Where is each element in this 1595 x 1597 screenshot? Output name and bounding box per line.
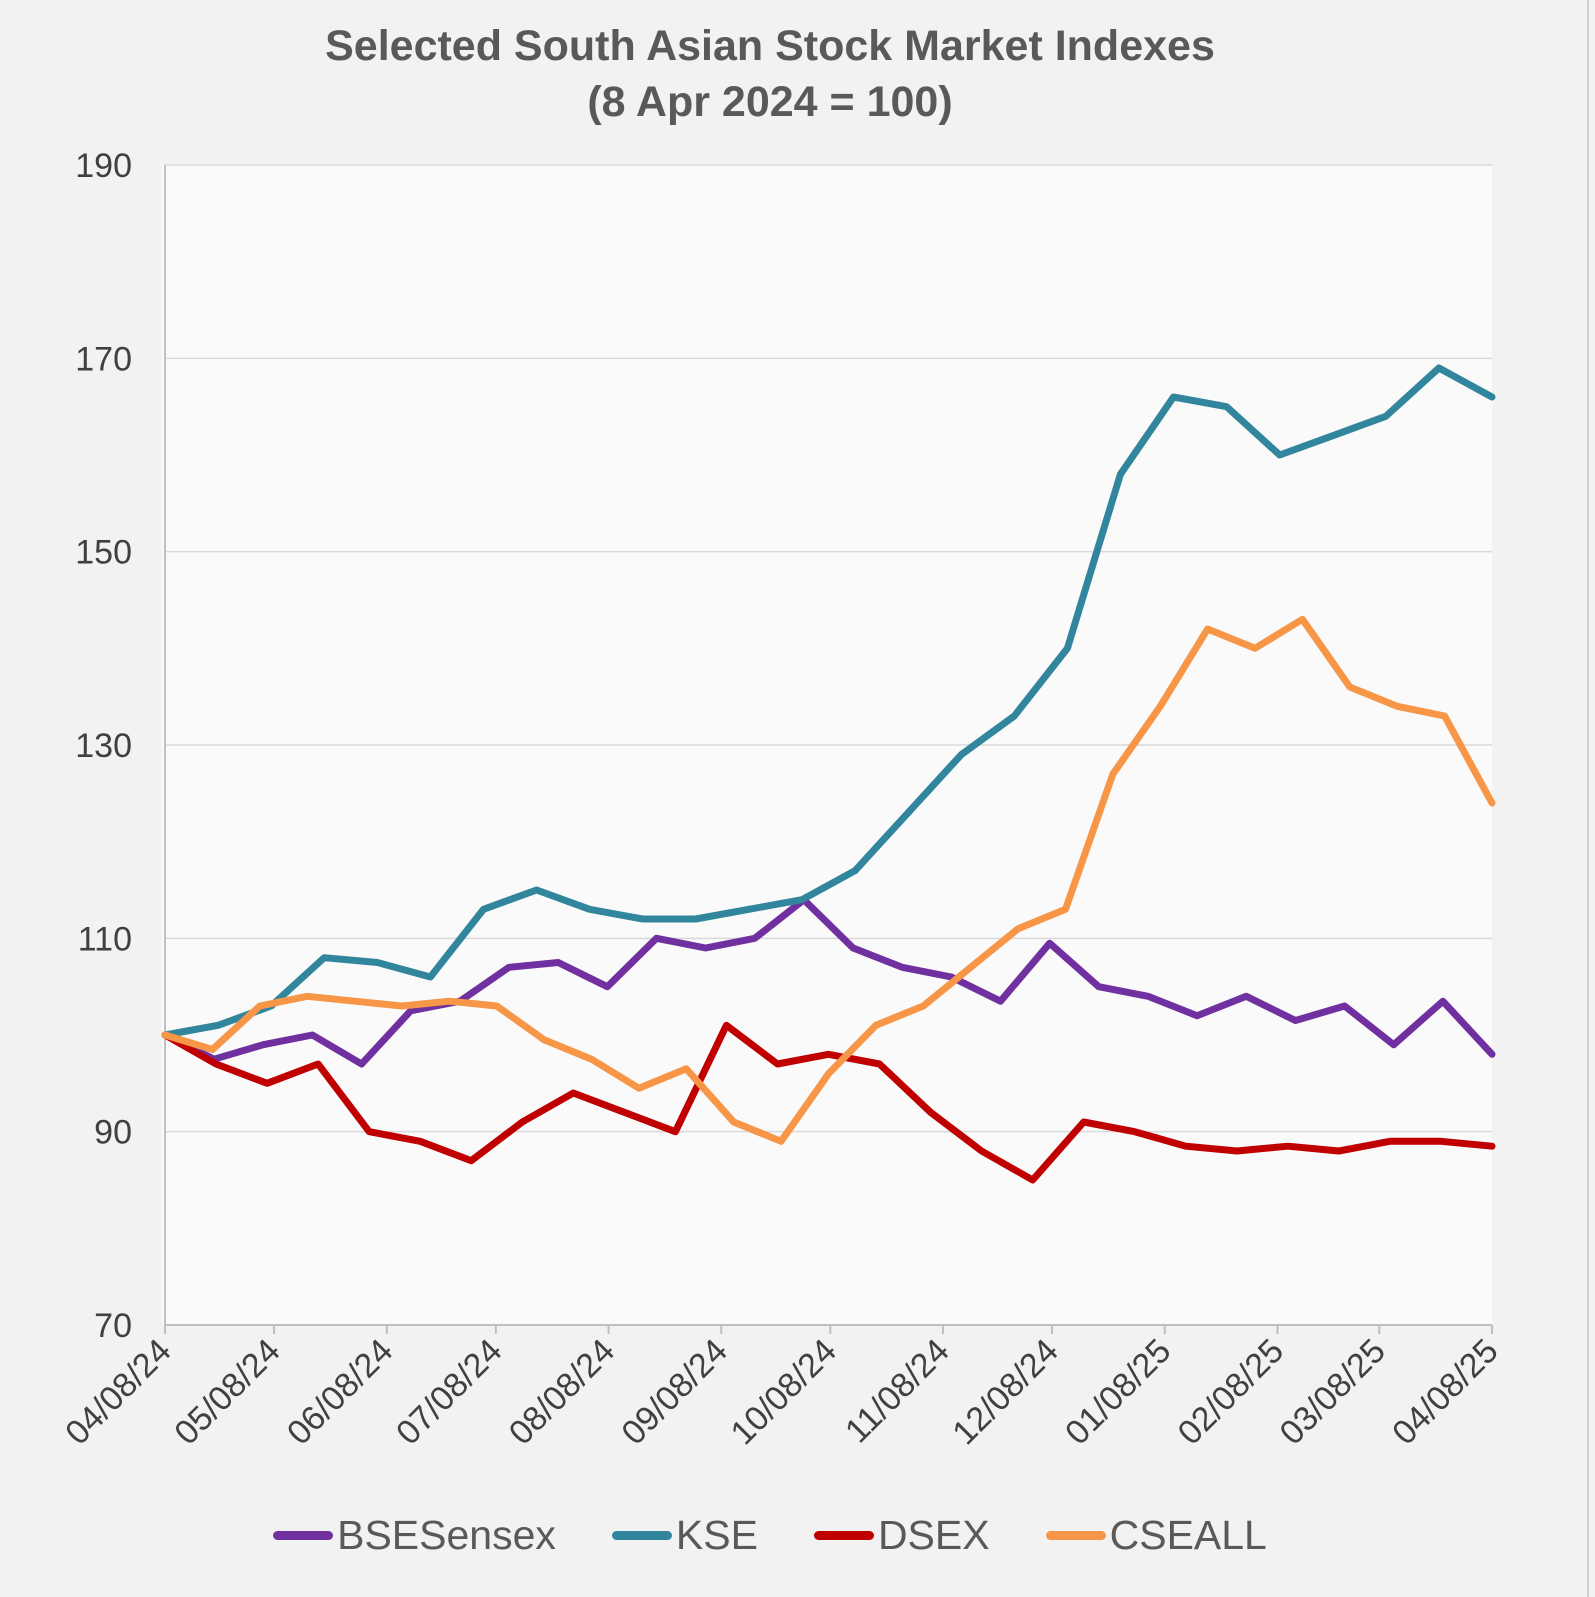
y-tick-label: 130 — [75, 727, 132, 765]
y-tick-label: 110 — [78, 920, 132, 958]
series-line-kse — [161, 364, 1496, 1039]
y-tick-label: 70 — [94, 1307, 132, 1345]
legend-swatch — [273, 1531, 334, 1540]
legend-label: DSEX — [877, 1512, 990, 1558]
chart-title-block: Selected South Asian Stock Market Indexe… — [0, 18, 1540, 130]
x-tick-label: 07/08/24 — [389, 1332, 509, 1452]
series-line-bsesensex — [161, 896, 1496, 1068]
legend-item-dsex: DSEX — [813, 1512, 990, 1559]
legend-item-kse: KSE — [611, 1512, 758, 1559]
series-line-cseall — [161, 615, 1496, 1145]
legend: BSESensex KSE DSEX CSEALL — [0, 1512, 1540, 1559]
y-tick-label: 170 — [75, 340, 132, 378]
x-tick-label: 11/08/24 — [838, 1332, 957, 1451]
x-tick-label: 03/08/25 — [1272, 1332, 1392, 1452]
series-group — [161, 364, 1496, 1184]
legend-label: BSESensex — [337, 1512, 556, 1558]
legend-swatch — [813, 1531, 874, 1540]
y-tick-label: 90 — [94, 1114, 132, 1152]
legend-swatch — [611, 1531, 672, 1540]
x-tick-label: 04/08/24 — [58, 1332, 178, 1452]
series-line-dsex — [161, 1021, 1496, 1184]
x-tick-label: 12/08/24 — [945, 1332, 1065, 1452]
x-tick-label: 10/08/24 — [724, 1332, 844, 1452]
legend-label: KSE — [675, 1512, 758, 1558]
y-tick-label: 190 — [75, 147, 132, 185]
legend-label: CSEALL — [1109, 1512, 1267, 1558]
x-tick-label: 08/08/24 — [502, 1332, 622, 1452]
x-tick-labels: 04/08/2405/08/2406/08/2407/08/2408/08/24… — [58, 1332, 1505, 1452]
axes — [164, 165, 1493, 1334]
frame-edge — [1587, 0, 1589, 1597]
gridlines — [165, 164, 1492, 1133]
y-tick-labels: 70 90 110 130 150 170 190 — [75, 147, 132, 1345]
x-tick-label: 09/08/24 — [614, 1332, 734, 1452]
legend-item-bsesensex: BSESensex — [273, 1512, 556, 1559]
y-tick-label: 150 — [75, 534, 132, 572]
x-tick-label: 01/08/25 — [1058, 1332, 1178, 1452]
legend-swatch — [1045, 1531, 1106, 1540]
chart-title: Selected South Asian Stock Market Indexe… — [325, 22, 1215, 70]
x-tick-label: 04/08/25 — [1385, 1332, 1505, 1452]
x-tick-label: 06/08/24 — [280, 1332, 400, 1452]
x-tick-label: 02/08/25 — [1171, 1332, 1291, 1452]
chart-subtitle: (8 Apr 2024 = 100) — [587, 78, 953, 126]
x-tick-label: 05/08/24 — [167, 1332, 287, 1452]
legend-item-cseall: CSEALL — [1045, 1512, 1267, 1559]
